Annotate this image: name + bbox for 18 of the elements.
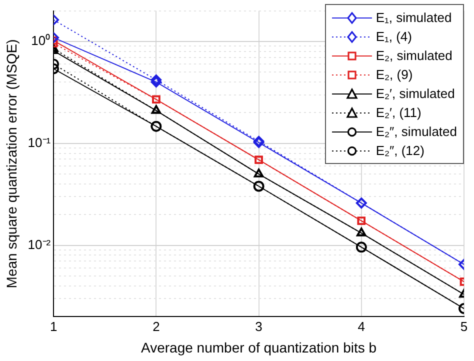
y-axis-title: Mean square quantization error (MSQE) <box>3 39 20 288</box>
legend-label: E₂, simulated <box>376 48 452 63</box>
x-axis-title: Average number of quantization bits b <box>141 339 377 356</box>
legend-label: E₂′, (11) <box>376 105 422 120</box>
x-tick-label: 3 <box>255 318 262 334</box>
x-tick-label: 2 <box>152 318 160 334</box>
legend-label: E₂′, simulated <box>376 86 455 101</box>
legend-label: E₂, (9) <box>376 67 413 82</box>
legend-label: E₂″, simulated <box>376 124 457 139</box>
x-tick-label: 4 <box>358 318 366 334</box>
x-tick-label: 5 <box>460 318 468 334</box>
legend-label: E₂″, (12) <box>376 143 424 158</box>
x-tick-label: 1 <box>50 318 58 334</box>
y-tick-label: 10⁰ <box>31 33 51 48</box>
y-tick-label: 10⁻² <box>28 236 52 252</box>
legend-label: E₁, (4) <box>376 29 412 44</box>
legend-label: E₁, simulated <box>376 10 452 25</box>
y-tick-label: 10⁻¹ <box>28 134 52 150</box>
